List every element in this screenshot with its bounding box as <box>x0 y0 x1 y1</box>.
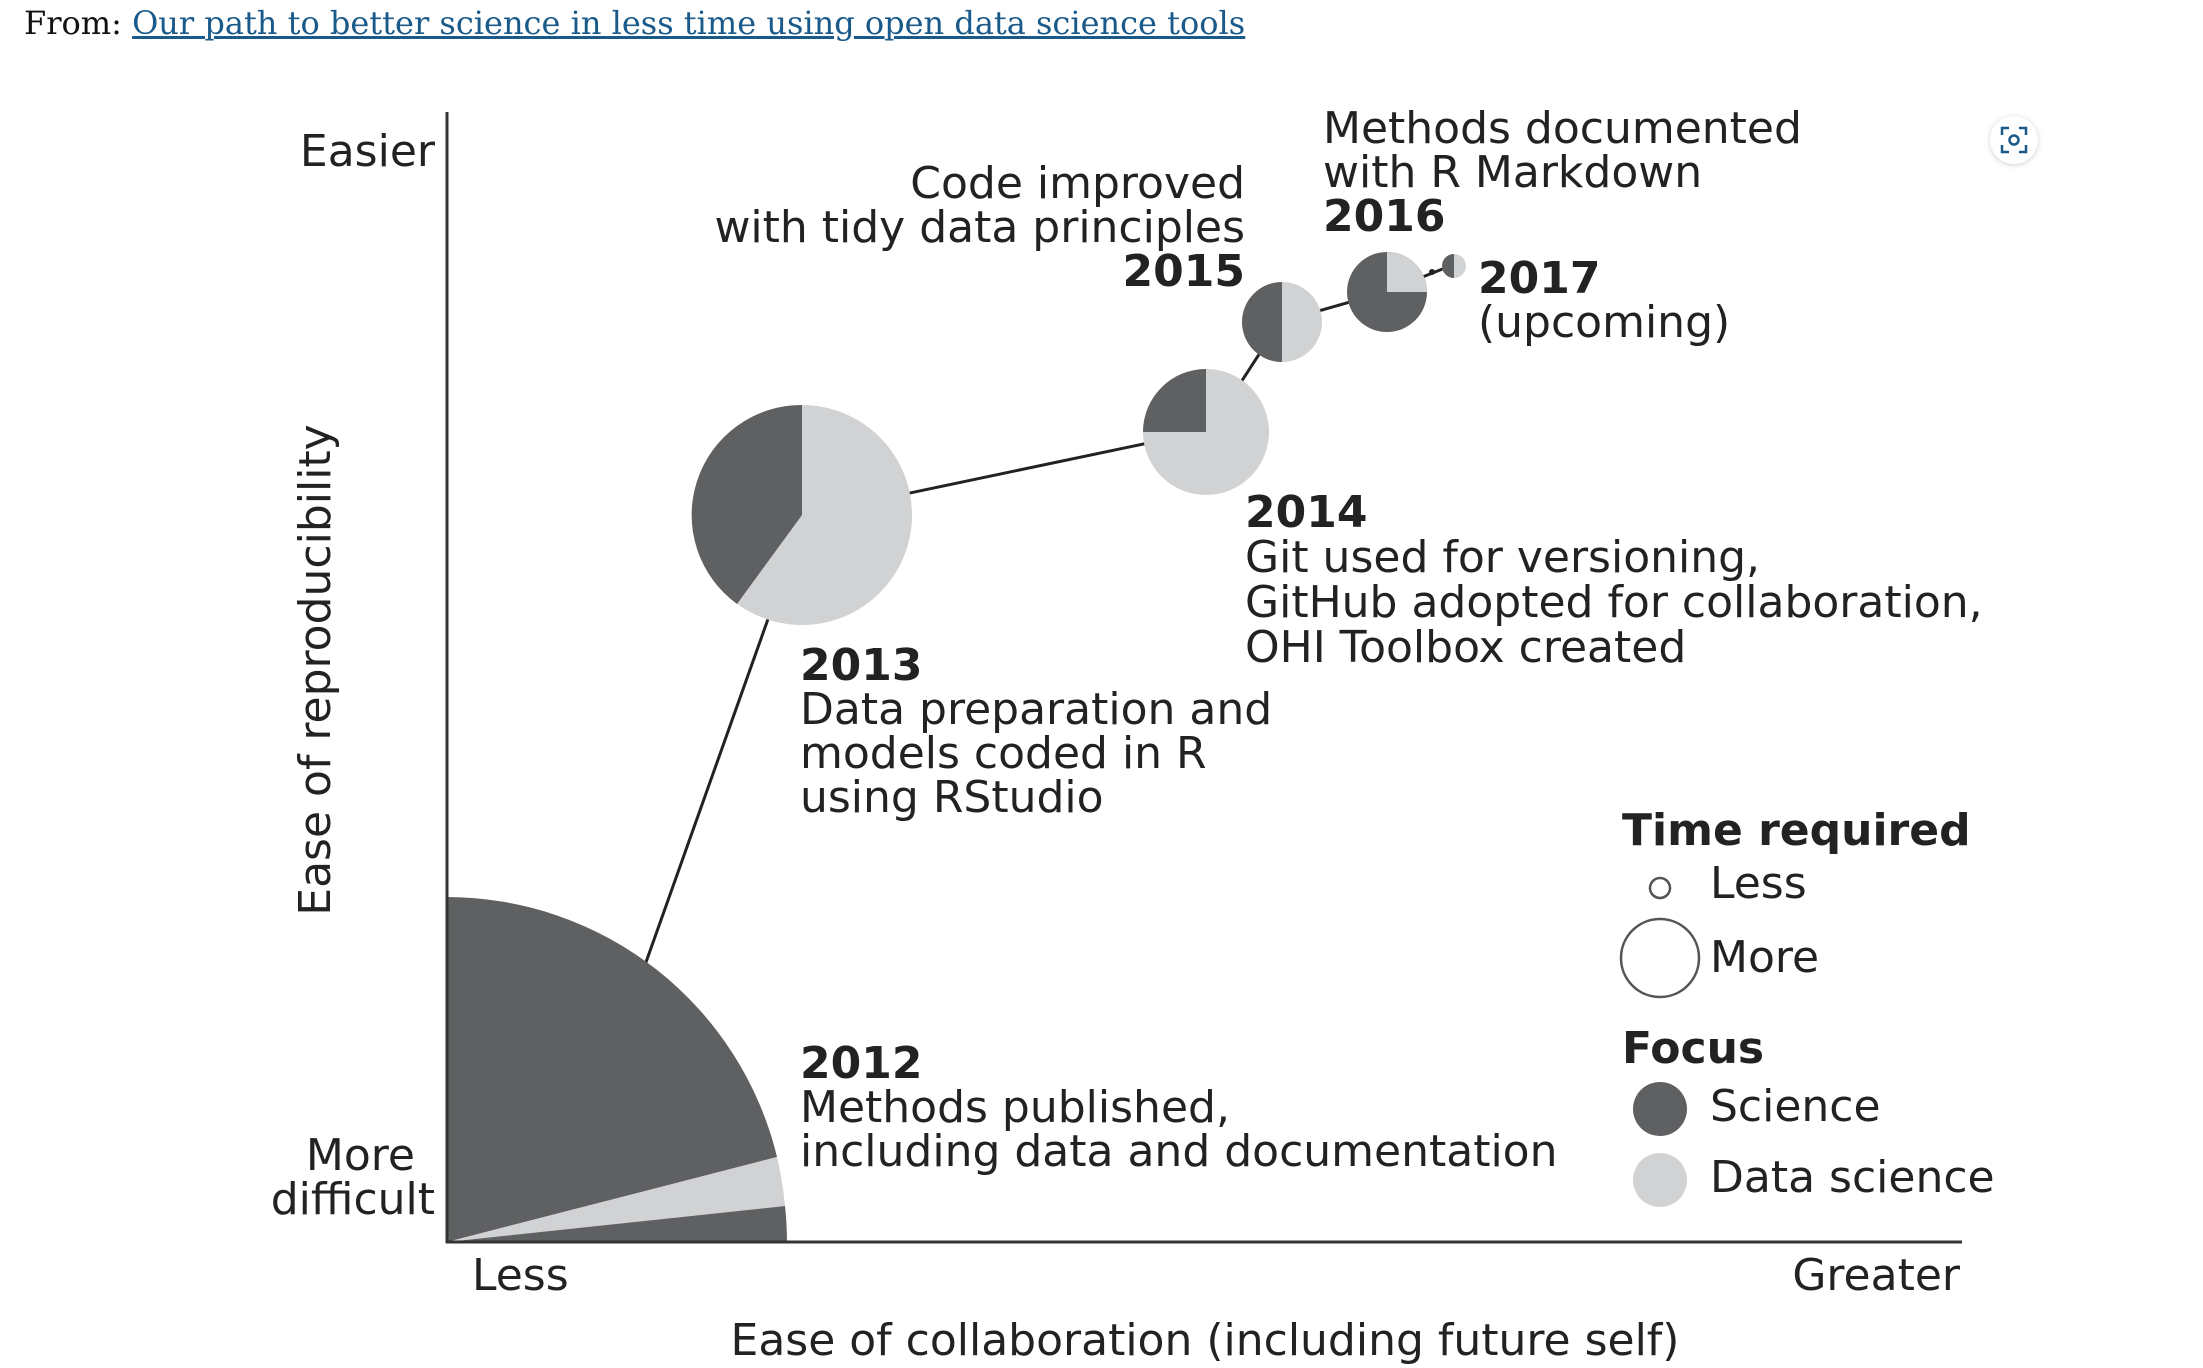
desc-2014-1: Git used for versioning, <box>1245 532 1760 583</box>
source-prefix: From: <box>24 4 122 42</box>
source-link[interactable]: Our path to better science in less time … <box>132 4 1246 42</box>
x-axis-high: Greater <box>1792 1250 1961 1301</box>
pie-2017 <box>1442 254 1466 278</box>
desc-2014-3: OHI Toolbox created <box>1245 622 1686 673</box>
y-axis-high: Easier <box>300 126 436 177</box>
y-axis-label: Ease of reproducibility <box>290 424 341 915</box>
x-axis-label: Ease of collaboration (including future … <box>731 1315 1680 1366</box>
expand-icon <box>2000 126 2028 154</box>
year-2014: 2014 <box>1245 487 1367 538</box>
dot-2017 <box>1429 269 1435 275</box>
pie-2015 <box>1242 282 1322 362</box>
legend-time-less-symbol <box>1648 876 1672 900</box>
year-2013: 2013 <box>800 640 922 691</box>
y-axis-low-2: difficult <box>271 1174 435 1225</box>
legend-focus-title: Focus <box>1622 1023 1764 1074</box>
legend-time-title: Time required <box>1622 805 1971 856</box>
desc-2012-1: Methods published, <box>800 1082 1230 1133</box>
desc-2016-1: Methods documented <box>1323 103 1802 154</box>
desc-2015-2: with tidy data principles <box>714 202 1245 253</box>
legend-science-swatch <box>1633 1082 1687 1136</box>
legend-data-science-swatch <box>1633 1153 1687 1207</box>
legend-data-science: Data science <box>1710 1152 1995 1203</box>
desc-2015-1: Code improved <box>910 158 1245 209</box>
expand-button[interactable] <box>1990 116 2038 164</box>
legend-time-more-symbol <box>1619 917 1701 999</box>
year-2017: 2017 <box>1478 253 1600 304</box>
desc-2014-2: GitHub adopted for collaboration, <box>1245 577 1983 628</box>
year-2015: 2015 <box>1123 246 1245 297</box>
desc-2013-1: Data preparation and <box>800 684 1272 735</box>
pie-2014 <box>1143 369 1269 495</box>
legend-time-more: More <box>1710 932 1819 983</box>
year-2012: 2012 <box>800 1038 922 1089</box>
pie-2012 <box>447 897 787 1242</box>
pie-2012-science-tail <box>447 1206 787 1242</box>
desc-2017-1: (upcoming) <box>1478 297 1730 348</box>
legend-time-less: Less <box>1710 858 1807 909</box>
year-2016: 2016 <box>1323 191 1445 242</box>
desc-2013-3: using RStudio <box>800 772 1104 823</box>
pie-2012-science <box>447 897 777 1242</box>
pie-2013 <box>691 404 912 625</box>
desc-2013-2: models coded in R <box>800 728 1207 779</box>
desc-2012-2: including data and documentation <box>800 1126 1557 1177</box>
x-axis-low: Less <box>472 1250 569 1301</box>
legend-science: Science <box>1710 1081 1881 1132</box>
pie-2016 <box>1347 252 1427 332</box>
y-axis-low-1: More <box>306 1130 415 1181</box>
desc-2016-2: with R Markdown <box>1323 147 1702 198</box>
source-line: From: Our path to better science in less… <box>24 4 1245 42</box>
pie-2012-data-science <box>447 1157 785 1242</box>
